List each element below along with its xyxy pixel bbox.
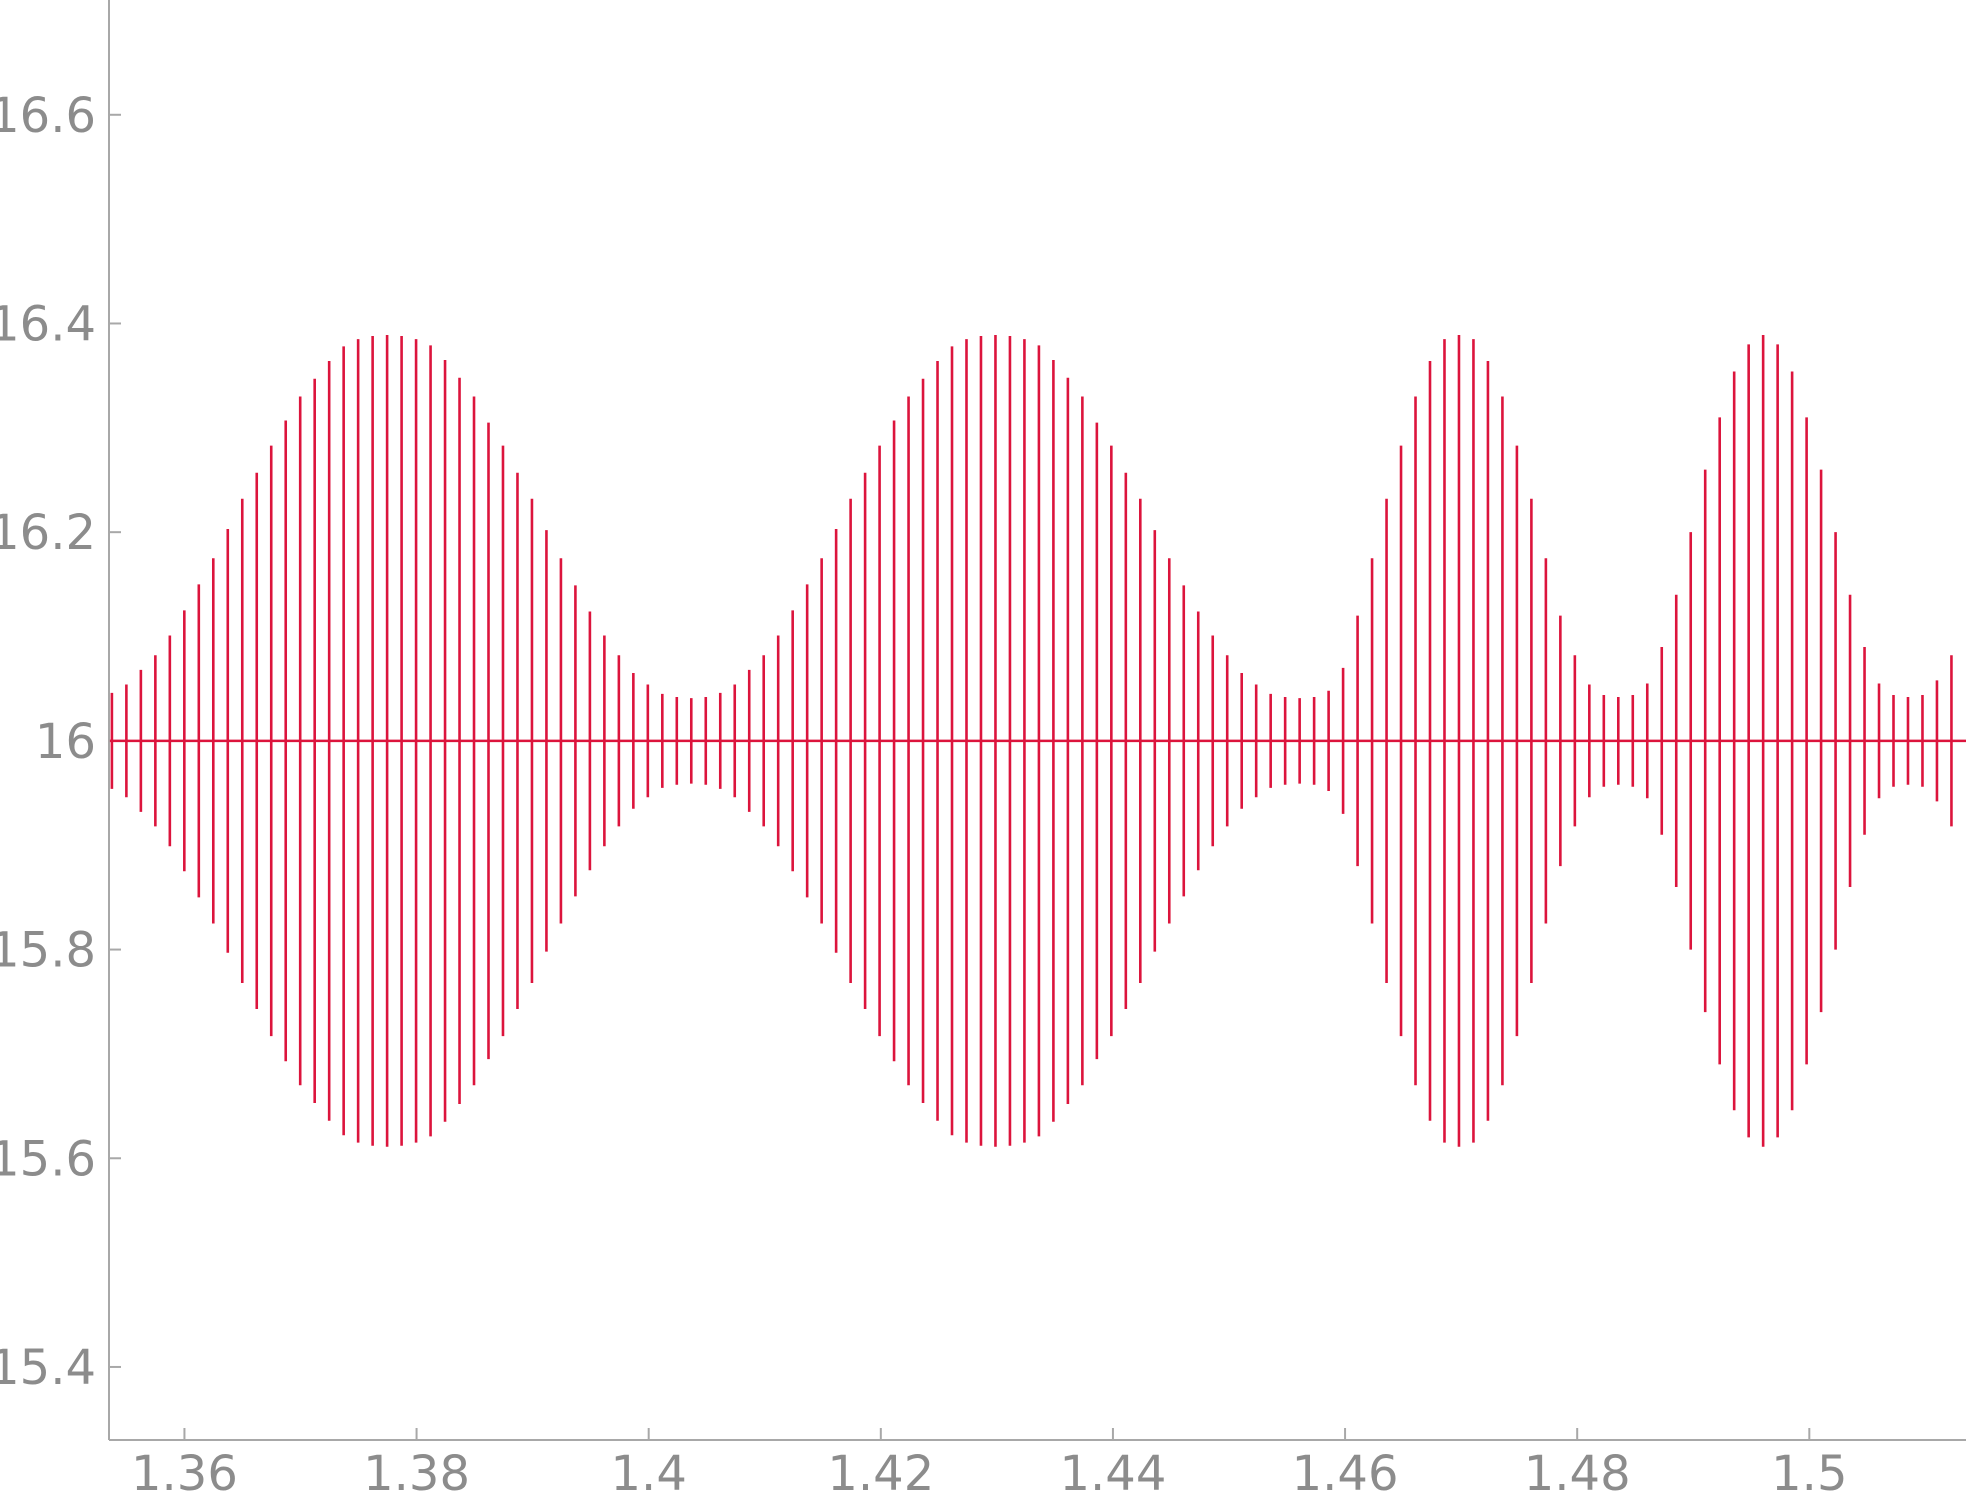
y-tick-label: 16.2 (0, 505, 96, 561)
x-tick-label: 1.5 (1771, 1446, 1847, 1493)
y-tick-label: 15.6 (0, 1131, 96, 1187)
x-tick-label: 1.42 (827, 1446, 934, 1493)
y-tick-label: 16 (35, 714, 96, 770)
x-tick-label: 1.44 (1060, 1446, 1167, 1493)
y-tick-label: 15.8 (0, 923, 96, 979)
x-tick-label: 1.48 (1524, 1446, 1631, 1493)
y-tick-label: 16.4 (0, 296, 96, 352)
x-ticks: 1.36 1.38 1.4 1.42 1.44 1.46 1.48 1.5 (131, 1428, 1847, 1493)
x-tick-label: 1.4 (611, 1446, 687, 1493)
x-tick-label: 1.38 (363, 1446, 470, 1493)
x-tick-label: 1.46 (1292, 1446, 1399, 1493)
x-tick-label: 1.36 (131, 1446, 238, 1493)
y-tick-label: 16.6 (0, 88, 96, 144)
y-tick-label: 15.4 (0, 1340, 96, 1396)
y-ticks: 15.4 15.6 15.8 16 16.2 16.4 16.6 (0, 88, 121, 1396)
axes (108, 0, 1966, 1441)
